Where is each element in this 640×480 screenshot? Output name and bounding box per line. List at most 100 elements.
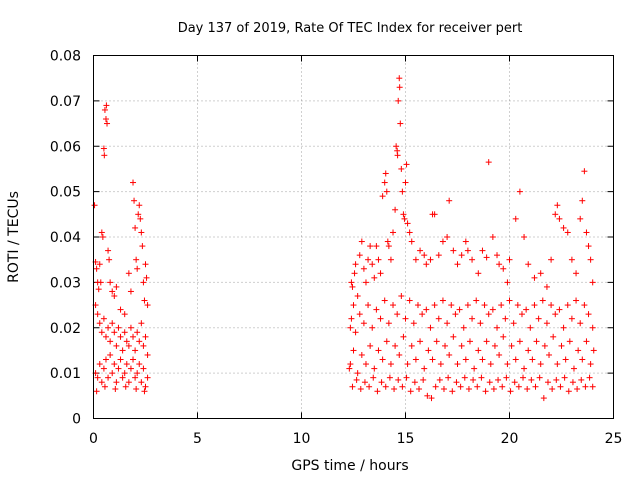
data-point [377,270,384,277]
data-point [113,342,120,349]
data-point [435,315,442,322]
data-point [528,376,535,383]
data-point [554,202,561,209]
data-point [142,383,149,390]
data-point [574,386,581,393]
data-point [107,351,114,358]
data-point [399,188,406,195]
data-point [427,256,434,263]
data-point [454,361,461,368]
data-point [127,324,134,331]
data-point [384,238,391,245]
data-point [448,302,455,309]
data-point [406,297,413,304]
data-point [419,311,426,318]
data-point [113,283,120,290]
data-point [362,361,369,368]
data-point [560,224,567,231]
data-point [432,383,439,390]
data-point [503,374,510,381]
data-point [396,75,403,82]
data-point [483,338,490,345]
data-point [139,243,146,250]
y-tick-label: 0.03 [50,275,81,291]
data-point [348,279,355,286]
data-point [382,383,389,390]
data-point [568,256,575,263]
data-point [103,102,110,109]
data-point [392,342,399,349]
data-point [431,302,438,309]
data-point [91,202,98,209]
data-point [131,197,138,204]
data-point [479,247,486,254]
data-point [367,342,374,349]
data-point [548,302,555,309]
data-point [112,386,119,393]
data-point [543,283,550,290]
data-point [437,361,444,368]
data-point [508,342,515,349]
data-point [435,252,442,259]
data-point [589,383,596,390]
data-point [410,320,417,327]
data-point [564,302,571,309]
data-point [427,324,434,331]
data-point [537,361,544,368]
data-point [562,356,569,363]
data-point [489,306,496,313]
data-point [140,365,147,372]
data-point [583,338,590,345]
y-tick-label: 0.06 [50,139,81,155]
data-point [123,338,130,345]
data-point [521,234,528,240]
data-point [385,320,392,327]
data-point [383,338,390,345]
data-point [464,302,471,309]
data-point [350,302,357,309]
data-point [496,261,503,268]
data-point [510,320,517,327]
data-point [518,311,525,318]
data-point [433,338,440,345]
data-point [113,379,120,386]
data-point [348,315,355,322]
data-point [142,261,149,268]
data-point [558,342,565,349]
data-point [123,361,130,368]
data-point [130,356,137,363]
data-point [543,320,550,327]
data-point [532,383,539,390]
data-point [536,374,543,381]
data-point [360,265,367,272]
data-point [134,370,141,377]
data-point [511,379,518,386]
data-point [398,165,405,172]
data-point [420,376,427,383]
data-point [99,234,106,240]
data-point [144,351,151,358]
data-point [402,315,409,322]
data-point [533,338,540,345]
data-point [397,120,404,127]
x-tick-label: 0 [89,431,98,447]
data-point [98,379,105,386]
data-point [494,252,501,259]
data-point [346,365,353,372]
data-point [440,386,447,393]
data-point [132,347,139,354]
data-point [548,256,555,263]
data-point [412,356,419,363]
data-point [140,279,147,286]
data-point [485,311,492,318]
data-point [520,374,527,381]
data-point [577,215,584,222]
plot-frame [93,55,614,419]
data-point [450,333,457,340]
data-point [360,320,367,327]
data-point [349,383,356,390]
data-point [93,265,100,272]
data-point [523,306,530,313]
data-point [586,374,593,381]
data-point [537,270,544,277]
